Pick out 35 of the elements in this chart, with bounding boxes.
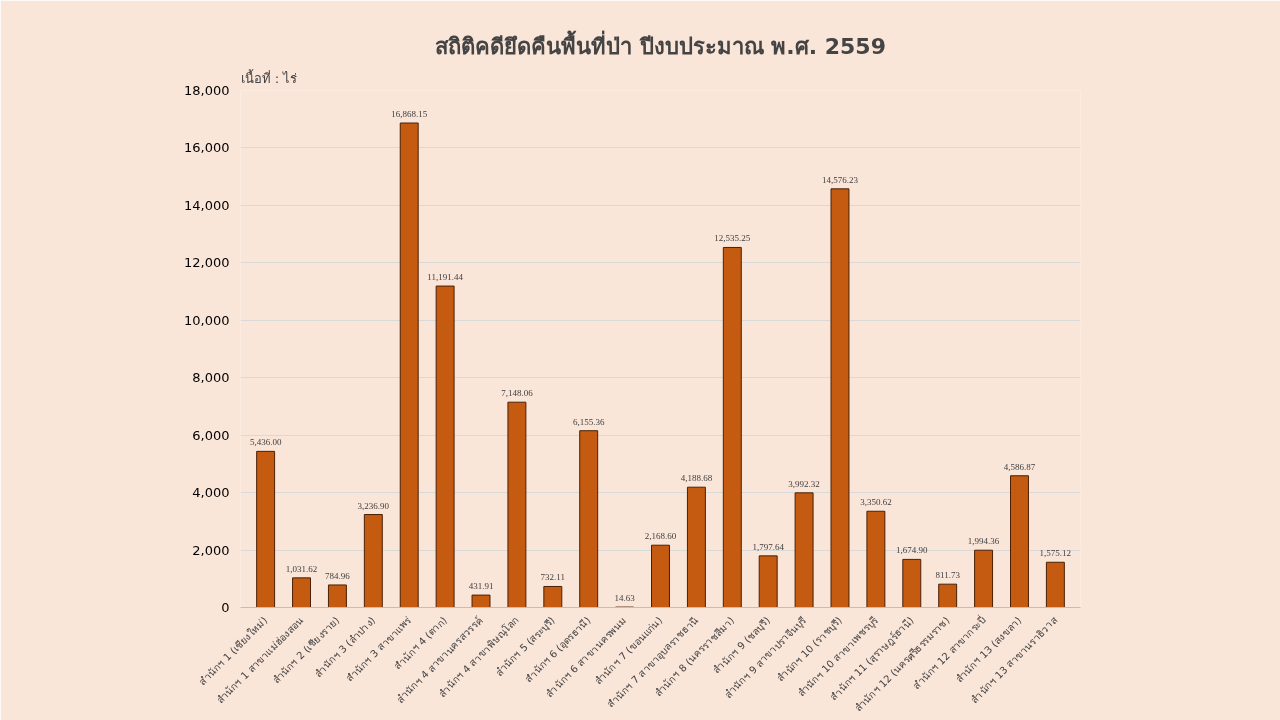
y-tick-label: 0	[221, 600, 230, 615]
y-tick-label: 6,000	[192, 427, 230, 443]
data-label: 3,236.90	[357, 500, 390, 511]
data-label: 1,797.64	[752, 541, 785, 552]
y-axis-title: เนื้อที่ : ไร่	[240, 68, 298, 86]
data-label: 3,992.32	[788, 478, 820, 489]
data-label: 1,031.62	[285, 563, 318, 574]
data-label: 4,586.87	[1003, 461, 1036, 472]
data-label: 12,535.25	[714, 233, 751, 244]
y-tick-label: 2,000	[192, 542, 230, 558]
y-tick-label: 4,000	[192, 485, 230, 501]
data-label: 14,576.23	[821, 174, 859, 185]
y-tick-label: 12,000	[184, 255, 230, 271]
data-label: 4,188.68	[680, 473, 713, 484]
data-label: 431.91	[468, 581, 494, 592]
data-label: 5,436.00	[249, 437, 282, 448]
data-label: 1,575.12	[1039, 548, 1072, 559]
y-tick-label: 16,000	[184, 140, 230, 156]
data-label: 732.11	[540, 572, 566, 583]
data-label: 1,994.36	[967, 536, 1000, 547]
data-label: 811.73	[935, 570, 961, 581]
y-tick-label: 10,000	[184, 312, 230, 328]
data-label: 2,168.60	[644, 531, 677, 542]
data-label: 3,350.62	[860, 497, 892, 508]
data-label: 784.96	[325, 570, 351, 581]
data-label: 11,191.44	[427, 272, 464, 283]
y-tick-label: 8,000	[192, 370, 230, 386]
y-tick-label: 18,000	[184, 83, 230, 98]
data-label: 7,148.06	[501, 388, 534, 399]
data-label: 1,674.90	[896, 545, 929, 556]
data-label: 6,155.36	[572, 416, 605, 427]
data-label: 14.63	[614, 593, 636, 604]
data-label: 16,868.15	[391, 109, 428, 120]
y-tick-label: 14,000	[184, 197, 230, 213]
chart-title: สถิติคดียึดคืนพื้นที่ป่า ปีงบประมาณ พ.ศ. 2559	[435, 29, 886, 59]
